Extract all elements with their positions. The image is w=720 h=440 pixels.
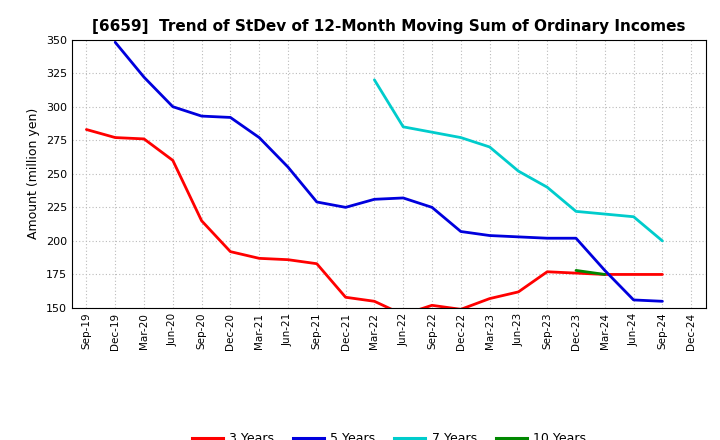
3 Years: [600, 272, 609, 277]
3 Years: [629, 272, 638, 277]
5 Years: [341, 205, 350, 210]
3 Years: [82, 127, 91, 132]
Line: 5 Years: 5 Years: [115, 42, 662, 301]
7 Years: [399, 124, 408, 129]
5 Years: [226, 115, 235, 120]
3 Years: [284, 257, 292, 262]
5 Years: [168, 104, 177, 109]
3 Years: [456, 307, 465, 312]
Y-axis label: Amount (million yen): Amount (million yen): [27, 108, 40, 239]
5 Years: [312, 199, 321, 205]
10 Years: [572, 268, 580, 273]
Line: 7 Years: 7 Years: [374, 80, 662, 241]
7 Years: [572, 209, 580, 214]
3 Years: [341, 295, 350, 300]
5 Years: [370, 197, 379, 202]
5 Years: [399, 195, 408, 201]
7 Years: [600, 211, 609, 216]
10 Years: [600, 272, 609, 277]
3 Years: [111, 135, 120, 140]
7 Years: [514, 169, 523, 174]
5 Years: [197, 114, 206, 119]
3 Years: [485, 296, 494, 301]
5 Years: [456, 229, 465, 234]
7 Years: [456, 135, 465, 140]
3 Years: [197, 218, 206, 224]
Legend: 3 Years, 5 Years, 7 Years, 10 Years: 3 Years, 5 Years, 7 Years, 10 Years: [186, 427, 591, 440]
5 Years: [111, 40, 120, 45]
3 Years: [514, 289, 523, 294]
7 Years: [485, 144, 494, 150]
5 Years: [140, 74, 148, 80]
7 Years: [658, 238, 667, 244]
3 Years: [428, 303, 436, 308]
3 Years: [572, 271, 580, 276]
5 Years: [514, 234, 523, 239]
5 Years: [485, 233, 494, 238]
Line: 10 Years: 10 Years: [576, 271, 605, 275]
Line: 3 Years: 3 Years: [86, 129, 662, 315]
3 Years: [370, 299, 379, 304]
5 Years: [572, 235, 580, 241]
3 Years: [255, 256, 264, 261]
5 Years: [600, 268, 609, 273]
5 Years: [284, 165, 292, 170]
7 Years: [543, 184, 552, 190]
5 Years: [428, 205, 436, 210]
7 Years: [428, 129, 436, 135]
5 Years: [543, 235, 552, 241]
Title: [6659]  Trend of StDev of 12-Month Moving Sum of Ordinary Incomes: [6659] Trend of StDev of 12-Month Moving…: [92, 19, 685, 34]
3 Years: [226, 249, 235, 254]
5 Years: [629, 297, 638, 303]
5 Years: [658, 299, 667, 304]
3 Years: [312, 261, 321, 266]
3 Years: [168, 158, 177, 163]
3 Years: [543, 269, 552, 275]
3 Years: [658, 272, 667, 277]
3 Years: [140, 136, 148, 142]
5 Years: [255, 135, 264, 140]
7 Years: [629, 214, 638, 220]
7 Years: [370, 77, 379, 82]
3 Years: [399, 312, 408, 317]
